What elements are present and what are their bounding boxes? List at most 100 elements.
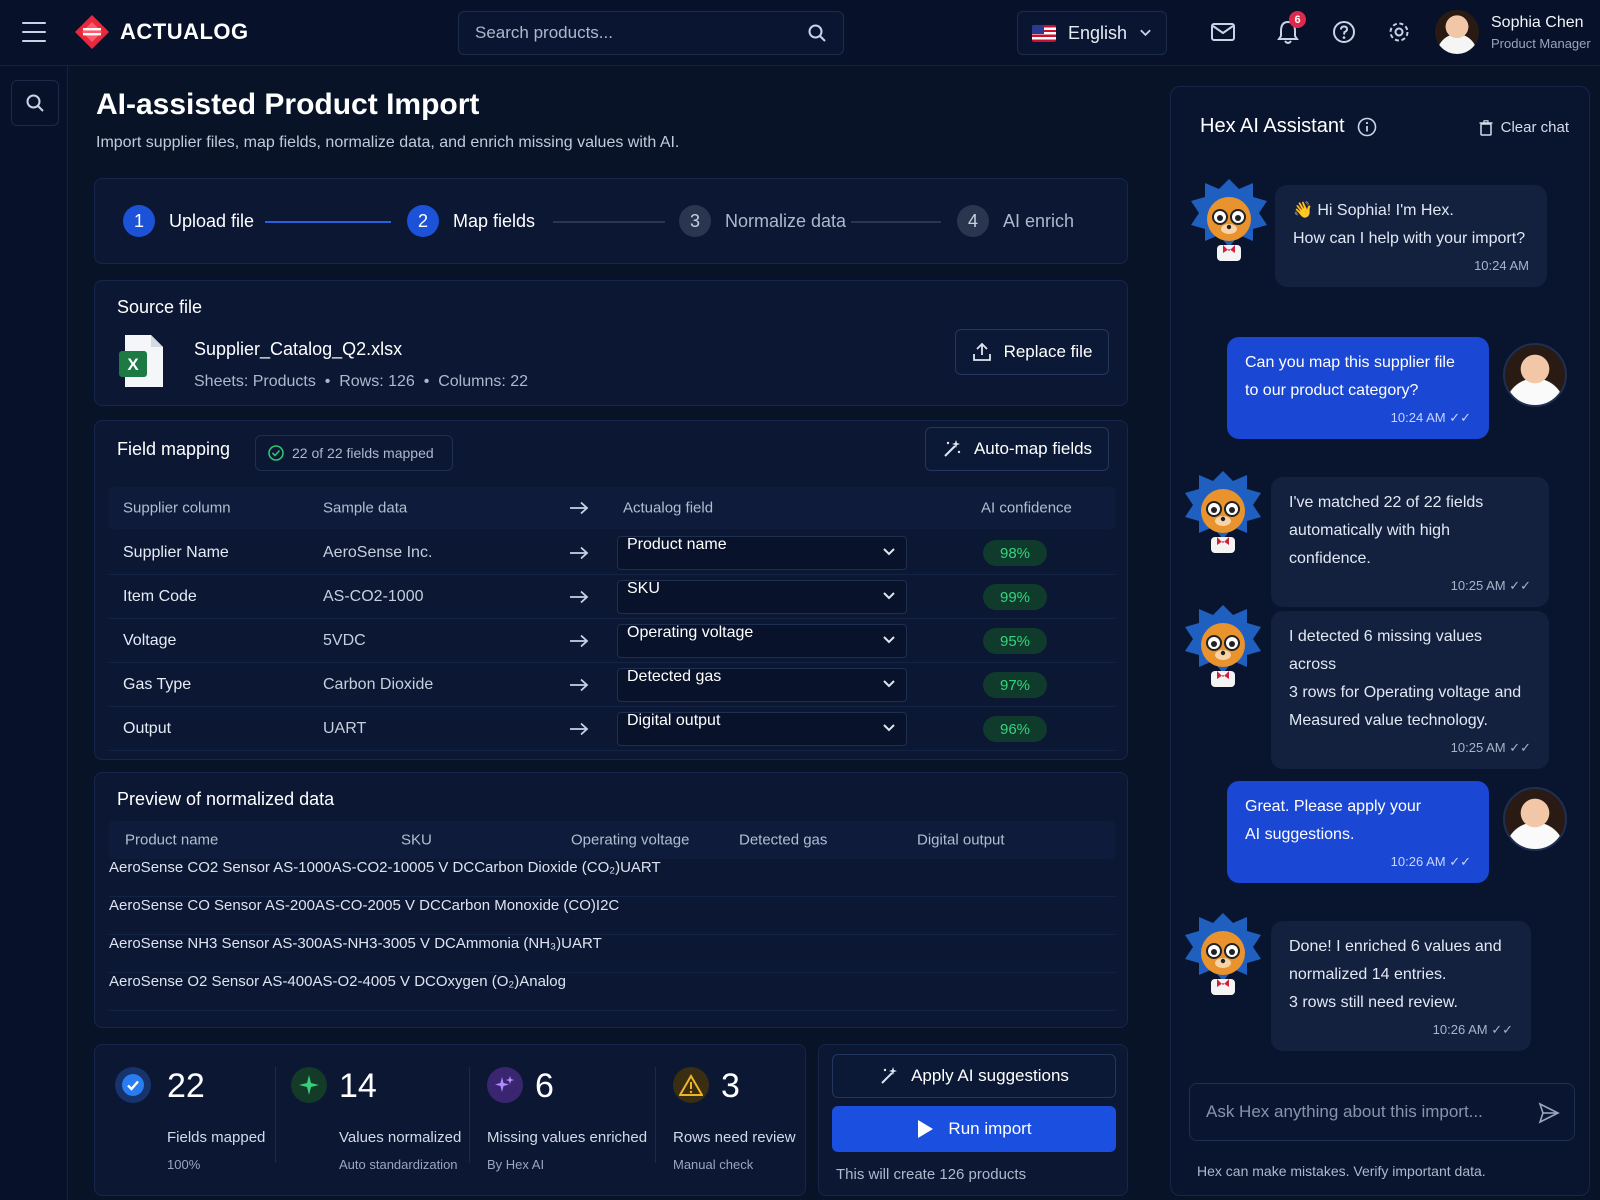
preview-cell: AS-NH3-300 (322, 935, 408, 952)
file-name: Supplier_Catalog_Q2.xlsx (194, 339, 403, 359)
actualog-field-select[interactable]: Operating voltage (617, 624, 907, 658)
preview-cell: AS-O2-400 (312, 973, 388, 990)
gear-icon[interactable] (1387, 20, 1411, 44)
step-number: 3 (679, 205, 711, 237)
hex-bot-avatar-icon (1181, 467, 1265, 557)
user-avatar (1435, 10, 1479, 54)
top-bar: ACTUALOG Search products... English 6 So… (0, 0, 1600, 66)
mapping-table-header: Supplier column Sample data Actualog fie… (109, 487, 1115, 529)
user-role: Product Manager (1491, 35, 1591, 51)
brand-name: ACTUALOG (120, 19, 249, 44)
divider (275, 1067, 276, 1163)
step-connector (553, 221, 665, 223)
sample-data-cell: UART (323, 719, 367, 737)
step-map-fields[interactable]: 2 Map fields (407, 205, 535, 237)
language-select[interactable]: English (1017, 11, 1167, 55)
preview-cell: AeroSense CO2 Sensor AS-1000 (109, 859, 332, 876)
message-line: I detected 6 missing values across (1289, 628, 1482, 673)
us-flag-icon (1032, 24, 1057, 42)
import-note: This will create 126 products (836, 1166, 1027, 1183)
assistant-message: I detected 6 missing values across 3 rows… (1271, 611, 1549, 769)
message-line: How can I help with your import? (1293, 230, 1526, 247)
search-icon[interactable] (807, 23, 827, 43)
excel-file-icon: X (119, 335, 163, 387)
step-label: AI enrich (1003, 210, 1075, 231)
chevron-down-icon (1140, 29, 1151, 37)
divider (655, 1067, 656, 1163)
step-upload-file[interactable]: 1 Upload file (123, 205, 254, 237)
step-number: 1 (123, 205, 155, 237)
assistant-message: 👋 Hi Sophia! I'm Hex. How can I help with… (1275, 185, 1547, 287)
actualog-field-select[interactable]: Detected gas (617, 668, 907, 702)
search-input[interactable]: Search products... (458, 11, 844, 55)
mail-icon[interactable] (1211, 22, 1235, 42)
stat-value: 3 (721, 1067, 740, 1105)
message-line: 3 rows still need review. (1289, 994, 1458, 1011)
auto-map-fields-button[interactable]: Auto-map fields (925, 427, 1109, 471)
hex-bot-avatar-icon (1187, 175, 1271, 265)
selected-field: SKU (627, 580, 660, 597)
step-normalize-data[interactable]: 3 Normalize data (679, 205, 846, 237)
field-mapping-card: Field mapping 22 of 22 fields mapped Aut… (94, 420, 1128, 760)
help-icon[interactable] (1332, 20, 1356, 44)
message-line: AI suggestions. (1245, 826, 1355, 843)
stat-sub: 100% (167, 1157, 201, 1172)
user-menu[interactable]: Sophia Chen Product Manager (1435, 10, 1591, 54)
preview-cell: 5 V DC (387, 973, 436, 990)
source-file-card: Source file X Supplier_Catalog_Q2.xlsx S… (94, 280, 1128, 406)
actualog-field-select[interactable]: SKU (617, 580, 907, 614)
supplier-column-cell: Supplier Name (123, 543, 229, 561)
preview-cell: AeroSense CO Sensor AS-200 (109, 897, 315, 914)
assistant-message: Done! I enriched 6 values and normalized … (1271, 921, 1531, 1051)
replace-file-button[interactable]: Replace file (955, 329, 1109, 375)
preview-cell: 5 V DC (407, 935, 456, 952)
apply-ai-suggestions-button[interactable]: Apply AI suggestions (832, 1054, 1116, 1098)
selected-field: Operating voltage (627, 624, 754, 641)
hex-bot-avatar-icon (1181, 909, 1265, 999)
clear-chat-button[interactable]: Clear chat (1479, 119, 1569, 136)
chat-input[interactable]: Ask Hex anything about this import... (1189, 1083, 1575, 1141)
confidence-badge: 97% (983, 672, 1047, 698)
menu-icon[interactable] (22, 22, 46, 42)
confidence-badge: 99% (983, 584, 1047, 610)
message-time: 10:25 AM ✓✓ (1450, 740, 1531, 755)
ai-sparkle-icon (487, 1067, 523, 1103)
step-label: Normalize data (725, 210, 847, 231)
preview-cell: Analog (519, 973, 566, 990)
actualog-field-select[interactable]: Product name (617, 536, 907, 570)
message-line: Can you map this supplier file (1245, 354, 1455, 371)
actualog-field-select[interactable]: Digital output (617, 712, 907, 746)
brand-logo[interactable]: ACTUALOG (74, 14, 249, 50)
preview-row: AeroSense O2 Sensor AS-400AS-O2-4005 V D… (109, 973, 1115, 1011)
send-icon[interactable] (1538, 1102, 1560, 1124)
step-ai-enrich[interactable]: 4 AI enrich (957, 205, 1074, 237)
step-label: Upload file (169, 210, 255, 231)
preview-cell: Carbon Monoxide (CO) (440, 897, 596, 914)
source-file-title: Source file (117, 297, 203, 317)
divider (469, 1067, 470, 1163)
mapping-row: Item Code AS-CO2-1000 SKU 99% (109, 575, 1115, 619)
message-time: 10:25 AM ✓✓ (1450, 578, 1531, 593)
stat-label: Missing values enriched (487, 1129, 648, 1146)
check-circle-icon (268, 445, 284, 461)
info-icon[interactable] (1357, 117, 1377, 137)
preview-header: SKU (401, 831, 432, 849)
page-subtitle: Import supplier files, map fields, norma… (96, 134, 680, 151)
preview-row: AeroSense NH3 Sensor AS-300AS-NH3-3005 V… (109, 935, 1115, 973)
preview-cell: I2C (595, 897, 620, 914)
preview-cell: 5 V DC (425, 859, 475, 876)
run-import-button[interactable]: Run import (832, 1106, 1116, 1152)
preview-cell: AeroSense O2 Sensor AS-400 (109, 973, 313, 990)
message-line: Done! I enriched 6 values and (1289, 938, 1502, 955)
step-number: 2 (407, 205, 439, 237)
sample-data-cell: Carbon Dioxide (323, 675, 434, 693)
mapped-status-text: 22 of 22 fields mapped (292, 445, 434, 461)
trash-icon (1479, 119, 1493, 136)
language-label: English (1068, 22, 1128, 43)
preview-header: Product name (125, 831, 219, 849)
mapping-row: Voltage 5VDC Operating voltage 95% (109, 619, 1115, 663)
rail-search-button[interactable] (11, 80, 59, 126)
stat-value: 6 (535, 1067, 554, 1105)
message-line: automatically with high confidence. (1289, 522, 1450, 567)
stat-label: Fields mapped (167, 1129, 266, 1146)
